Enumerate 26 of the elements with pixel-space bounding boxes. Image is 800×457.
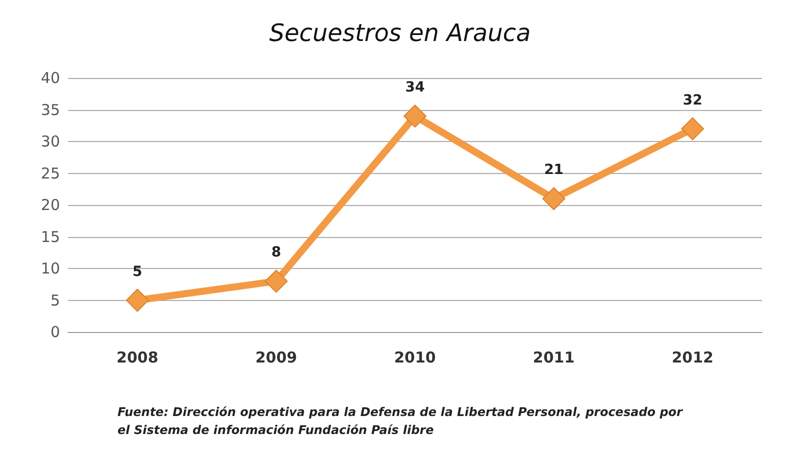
data-label: 8 [271, 244, 282, 261]
data-label: 5 [132, 264, 142, 280]
chart-title: Secuestros en Arauca [269, 19, 531, 47]
point [404, 104, 426, 128]
x-tick-label: 2009 [255, 348, 298, 366]
y-tick-label: 25 [40, 164, 60, 182]
x-tick-label: 2012 [672, 348, 714, 366]
point [681, 117, 704, 140]
data-label: 34 [405, 80, 425, 96]
data-label: 32 [682, 92, 702, 108]
y-tick-label: 20 [40, 196, 60, 214]
x-tick-label: 2008 [116, 348, 158, 366]
y-tick-label: 35 [40, 100, 60, 119]
data-label: 21 [544, 162, 564, 178]
y-tick-label: 0 [50, 323, 60, 341]
point [126, 288, 149, 312]
y-tick-label: 40 [40, 69, 60, 87]
y-tick-label: 15 [40, 228, 60, 246]
y-tick-label: 30 [40, 132, 60, 150]
point [542, 187, 566, 210]
y-tick-label: 5 [50, 291, 60, 310]
y-tick-label: 10 [40, 260, 60, 278]
point [264, 270, 288, 293]
x-tick-label: 2011 [532, 348, 575, 366]
source-note: Fuente: Dirección operativa para la Defensa de la Libertad Personal, procesado por el Sistema de información Fundación País libre [118, 405, 684, 437]
x-tick-label: 2010 [394, 348, 436, 366]
